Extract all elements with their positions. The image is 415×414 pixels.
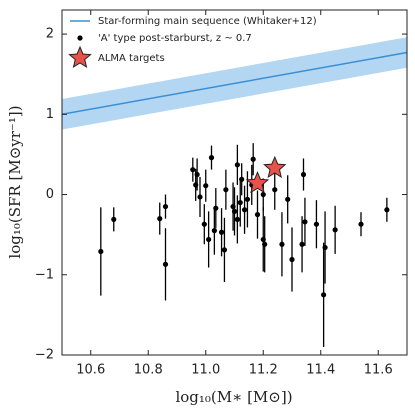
main-sequence-line [62,51,407,116]
point [237,199,243,206]
point [289,256,295,263]
point [194,171,200,178]
point [322,244,328,251]
plot-frame [61,9,408,356]
y-tick-label: −1 [35,267,54,282]
point [203,183,209,189]
legend-label: 'A' type post-starburst, z ~ 0.7 [98,33,252,44]
point [197,194,203,200]
legend-star [68,45,92,68]
y-tick-label: 1 [46,107,54,122]
point [254,211,261,218]
point [279,241,285,247]
x-tick-label: 10.8 [134,363,163,378]
x-tick-label: 11.2 [249,363,278,378]
point [260,191,266,198]
point [211,228,217,234]
legend-label: Star-forming main sequence (Whitaker+12) [98,16,317,27]
x-axis-label: log₁₀(M∗ [M⊙]) [175,388,292,406]
point [272,187,278,193]
point [300,171,307,178]
x-tick-label: 11.0 [191,363,220,378]
point [302,219,308,225]
y-tick-label: 2 [46,27,54,42]
legend-label: ALMA targets [98,53,165,64]
legend-dot [77,35,83,41]
point [190,167,196,173]
x-tick-label: 10.6 [76,363,105,378]
star-marker [263,155,287,179]
y-axis-label: log₁₀(SFR [M⊙yr⁻¹]) [6,105,24,258]
point [358,221,364,227]
point [234,162,240,168]
point [157,216,163,222]
point [241,207,248,213]
point [244,196,251,202]
point [321,292,327,298]
point [262,241,268,247]
point [98,248,104,255]
point [221,247,228,253]
point [332,227,338,233]
x-tick-label: 11.6 [364,363,393,378]
point [206,236,212,243]
point [162,261,169,267]
point [313,221,320,227]
x-tick-label: 11.4 [306,363,335,378]
point [218,229,225,235]
point [234,216,240,223]
point [111,216,117,223]
y-tick-label: −2 [35,348,54,363]
point [208,155,215,161]
point [162,203,169,210]
point [384,207,390,213]
star-marker [245,170,270,194]
point [223,187,229,193]
point [299,241,305,247]
point [250,156,256,162]
point [201,221,207,227]
point [285,196,291,202]
point [239,176,245,182]
y-tick-label: 0 [46,187,54,202]
point [231,208,238,214]
